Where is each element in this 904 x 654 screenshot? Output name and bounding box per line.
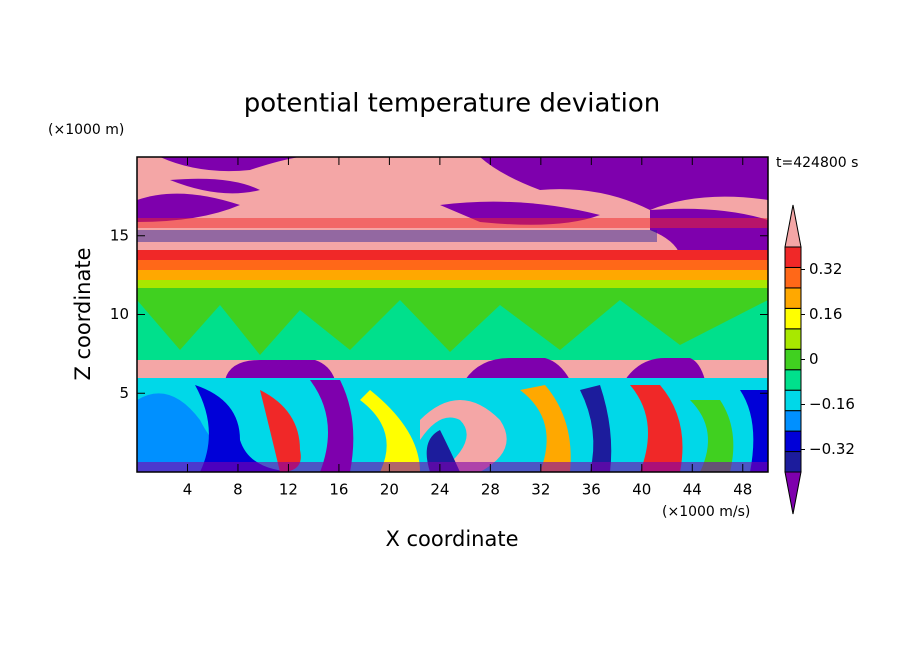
colorbar-tick-label: 0: [809, 350, 819, 368]
x-tick-label: 28: [481, 481, 500, 499]
chart-title: potential temperature deviation: [244, 89, 660, 119]
x-unit: (×1000 m/s): [662, 504, 750, 520]
colorbar-box: [784, 287, 802, 309]
y-tick-label: 15: [110, 226, 129, 244]
x-tick-label: 12: [279, 481, 298, 499]
x-tick-label: 24: [430, 481, 449, 499]
colorbar-extension: [784, 471, 802, 515]
colorbar-tick-label: −0.32: [809, 440, 855, 458]
colorbar-box: [784, 369, 802, 391]
x-tick-label: 44: [683, 481, 702, 499]
colorbar-box: [784, 389, 802, 412]
x-tick-label: 16: [329, 481, 348, 499]
y-tick-label: 5: [119, 384, 129, 402]
colorbar-tick-label: 0.32: [809, 260, 842, 278]
x-tick-label: 4: [183, 481, 193, 499]
colorbar-box: [784, 328, 802, 350]
colorbar-tick-label: 0.16: [809, 305, 842, 323]
x-tick-label: 40: [632, 481, 651, 499]
colorbar-box: [784, 266, 802, 289]
contour-field: [137, 157, 768, 472]
x-tick-label: 48: [733, 481, 752, 499]
colorbar-tick-label: −0.16: [809, 395, 855, 413]
y-tick-label: 10: [110, 305, 129, 323]
colorbar-box: [784, 348, 802, 371]
x-tick-label: 32: [531, 481, 550, 499]
y-axis-title: Z coordinate: [71, 247, 95, 380]
x-tick-label: 36: [582, 481, 601, 499]
colorbar-box: [784, 451, 802, 473]
time-label: t=424800 s: [776, 155, 858, 171]
x-tick-label: 8: [233, 481, 243, 499]
y-unit: (×1000 m): [48, 122, 124, 138]
colorbar-box: [784, 410, 802, 432]
x-axis-title: X coordinate: [385, 527, 518, 551]
colorbar-extension: [784, 204, 802, 248]
colorbar-box: [784, 307, 802, 330]
colorbar-box: [784, 246, 802, 268]
colorbar-box: [784, 430, 802, 453]
x-tick-label: 20: [380, 481, 399, 499]
